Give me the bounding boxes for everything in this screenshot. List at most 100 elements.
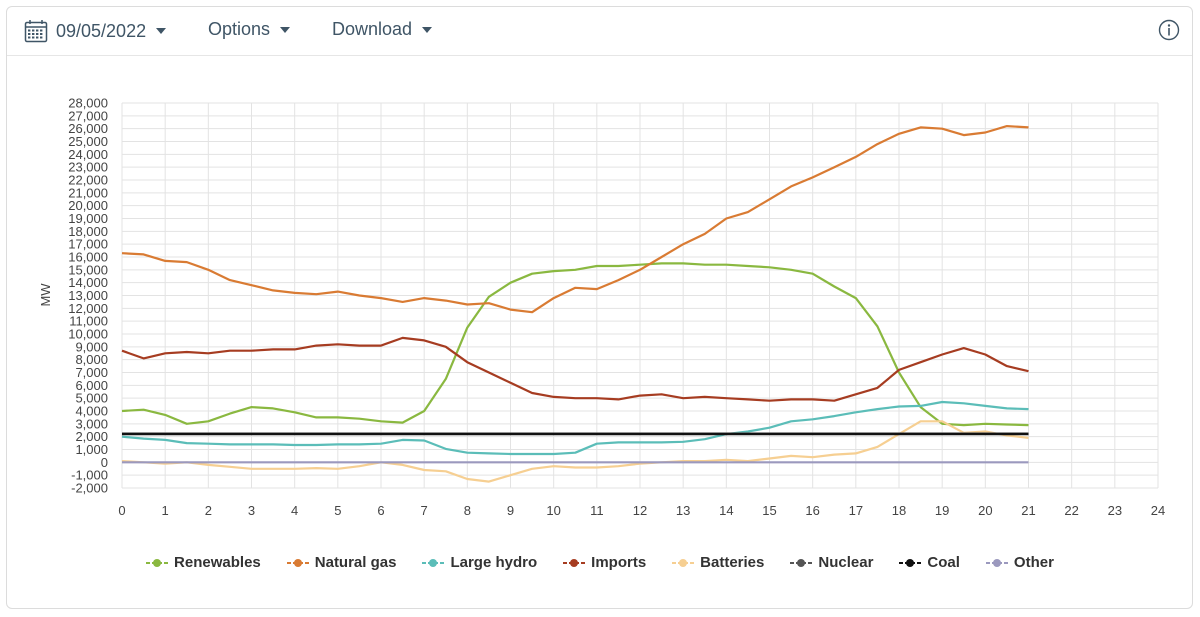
y-tick-label: 26,000 — [68, 121, 108, 136]
series-line-natural-gas — [121, 124, 1029, 314]
y-tick-label: 10,000 — [68, 327, 108, 342]
grid — [121, 102, 1159, 489]
y-axis-ticks: -2,000-1,00001,0002,0003,0004,0005,0006,… — [68, 96, 108, 496]
legend-swatch — [563, 558, 586, 567]
chevron-down-icon — [156, 28, 167, 34]
x-tick-label: 9 — [507, 503, 514, 518]
legend-swatch — [672, 558, 695, 567]
y-tick-label: 7,000 — [75, 365, 108, 380]
x-tick-label: 20 — [978, 503, 992, 518]
series-lines — [121, 124, 1029, 483]
x-tick-label: 16 — [805, 503, 819, 518]
x-tick-label: 19 — [935, 503, 949, 518]
y-tick-label: -1,000 — [71, 468, 108, 483]
x-tick-label: 17 — [849, 503, 863, 518]
legend-label: Renewables — [174, 554, 261, 571]
x-tick-label: 5 — [334, 503, 341, 518]
info-icon[interactable] — [1158, 19, 1180, 41]
date-value: 09/05/2022 — [56, 20, 147, 41]
y-tick-label: 18,000 — [68, 224, 108, 239]
legend-item-renewables[interactable]: Renewables — [146, 554, 261, 571]
y-tick-label: 24,000 — [68, 147, 108, 162]
y-tick-label: 22,000 — [68, 173, 108, 188]
x-tick-label: 6 — [377, 503, 384, 518]
y-tick-label: 27,000 — [68, 108, 108, 123]
y-tick-label: 11,000 — [69, 314, 108, 329]
x-tick-label: 2 — [205, 503, 212, 518]
y-tick-label: 12,000 — [68, 301, 108, 316]
series-line-large-hydro — [121, 400, 1029, 456]
y-tick-label: 3,000 — [75, 416, 108, 431]
series-line-batteries — [121, 420, 1029, 483]
legend-label: Batteries — [700, 554, 765, 571]
y-axis-label: MW — [38, 283, 53, 307]
x-tick-label: 12 — [633, 503, 647, 518]
x-tick-label: 1 — [162, 503, 169, 518]
y-tick-label: 17,000 — [68, 237, 108, 252]
x-tick-label: 4 — [291, 503, 298, 518]
chart-panel: 09/05/2022 Options Download — [6, 6, 1193, 609]
x-tick-label: 21 — [1021, 503, 1035, 518]
legend-item-large-hydro[interactable]: Large hydro — [422, 554, 537, 571]
legend-item-imports[interactable]: Imports — [563, 554, 646, 571]
chevron-down-icon — [280, 26, 291, 33]
legend-swatch — [146, 558, 169, 567]
x-tick-label: 22 — [1064, 503, 1078, 518]
y-tick-label: -2,000 — [71, 481, 108, 496]
legend-label: Imports — [591, 554, 647, 571]
y-tick-label: 14,000 — [68, 275, 108, 290]
y-tick-label: 19,000 — [68, 211, 108, 226]
legend-item-natural-gas[interactable]: Natural gas — [286, 554, 397, 571]
legend-label: Nuclear — [818, 554, 874, 571]
x-tick-label: 24 — [1151, 503, 1165, 518]
toolbar: 09/05/2022 Options Download — [7, 7, 1192, 56]
legend-swatch — [286, 558, 309, 567]
series-line-imports — [121, 336, 1029, 402]
x-tick-label: 14 — [719, 503, 733, 518]
y-tick-label: 23,000 — [68, 160, 108, 175]
legend-item-coal[interactable]: Coal — [899, 554, 960, 571]
legend-item-batteries[interactable]: Batteries — [672, 554, 764, 571]
y-tick-label: 25,000 — [68, 134, 108, 149]
x-tick-label: 8 — [464, 503, 471, 518]
legend-item-nuclear[interactable]: Nuclear — [790, 554, 873, 571]
series-line-renewables — [121, 262, 1029, 427]
download-label: Download — [332, 19, 413, 39]
y-tick-label: 20,000 — [68, 198, 108, 213]
y-tick-label: 9,000 — [75, 339, 108, 354]
legend-item-other[interactable]: Other — [985, 554, 1054, 571]
y-tick-label: 6,000 — [75, 378, 108, 393]
y-tick-label: 15,000 — [68, 262, 108, 277]
legend-label: Natural gas — [314, 554, 397, 571]
chevron-down-icon — [422, 26, 433, 33]
legend-swatch — [985, 558, 1008, 567]
y-tick-label: 28,000 — [68, 96, 108, 111]
y-tick-label: 8,000 — [75, 352, 108, 367]
y-tick-label: 13,000 — [68, 288, 108, 303]
y-tick-label: 5,000 — [75, 391, 108, 406]
x-tick-label: 7 — [421, 503, 428, 518]
x-tick-label: 10 — [546, 503, 560, 518]
options-menu[interactable]: Options — [208, 19, 291, 40]
x-tick-label: 13 — [676, 503, 690, 518]
legend-swatch — [790, 558, 813, 567]
x-tick-label: 18 — [892, 503, 906, 518]
y-tick-label: 2,000 — [75, 429, 108, 444]
date-picker[interactable]: 09/05/2022 — [24, 19, 167, 43]
download-menu[interactable]: Download — [332, 19, 433, 40]
y-tick-label: 1,000 — [75, 442, 108, 457]
legend-label: Coal — [927, 554, 960, 571]
x-tick-label: 23 — [1108, 503, 1122, 518]
x-tick-label: 15 — [762, 503, 776, 518]
legend-label: Large hydro — [450, 554, 538, 571]
legend: Renewables Natural gas Large hydro Imports B… — [0, 554, 1200, 571]
x-tick-label: 0 — [118, 503, 125, 518]
y-tick-label: 21,000 — [68, 185, 108, 200]
calendar-icon — [24, 20, 48, 43]
y-tick-label: 4,000 — [75, 404, 108, 419]
x-tick-label: 11 — [590, 503, 604, 518]
legend-swatch — [422, 558, 445, 567]
x-tick-label: 3 — [248, 503, 255, 518]
legend-label: Other — [1013, 554, 1054, 571]
